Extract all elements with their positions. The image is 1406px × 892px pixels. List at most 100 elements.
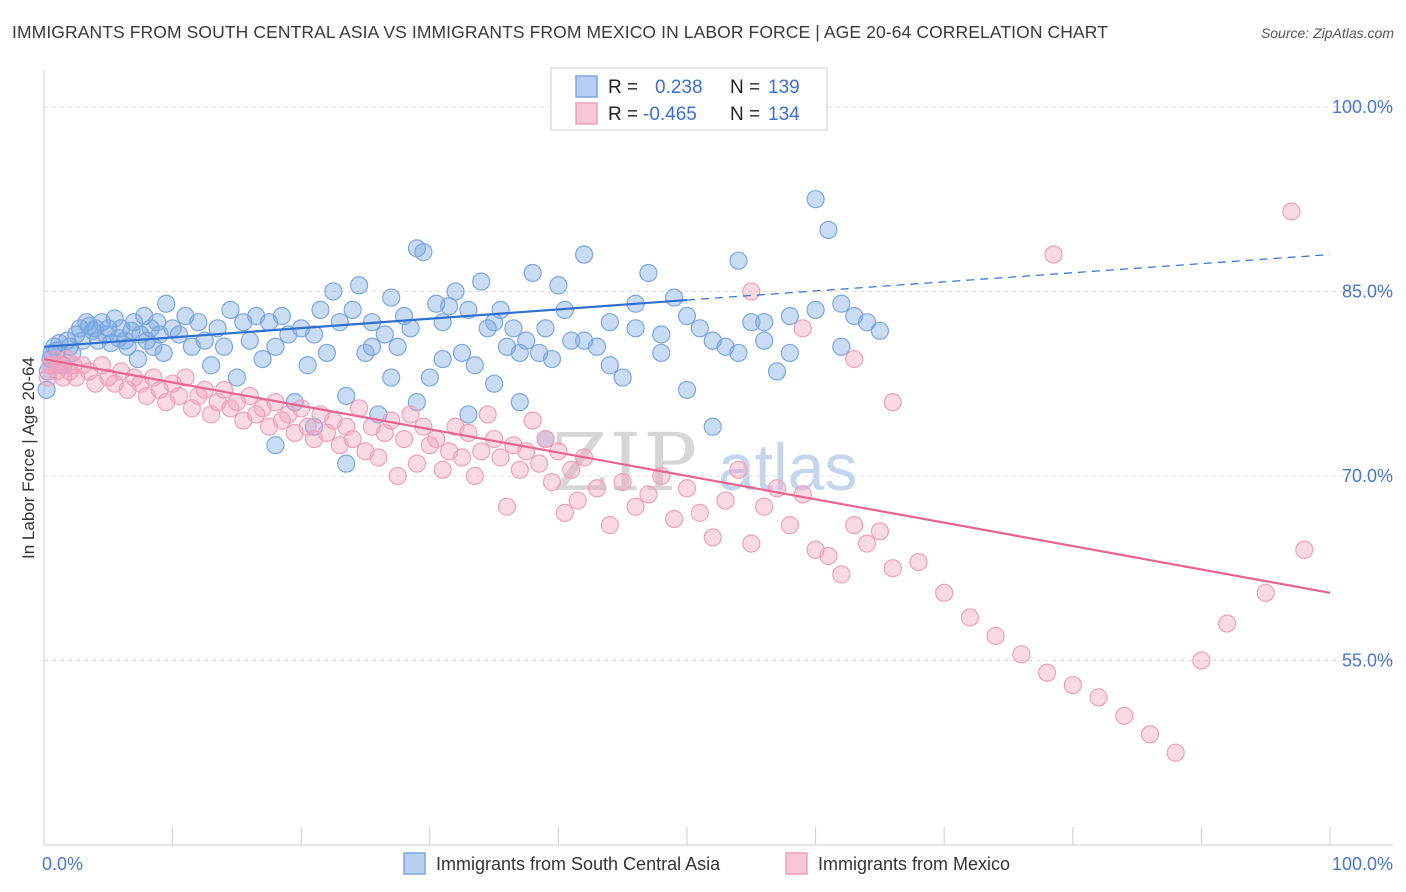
point-mexico (555, 503, 574, 522)
point-mexico (780, 516, 799, 535)
point-south-central-asia (382, 368, 401, 387)
point-south-central-asia (504, 319, 523, 338)
point-mexico (845, 516, 864, 535)
point-mexico (1037, 663, 1057, 682)
point-mexico (742, 534, 761, 553)
point-mexico (169, 386, 189, 406)
point-south-central-asia (382, 288, 401, 307)
point-mexico (665, 509, 684, 529)
point-south-central-asia (562, 331, 581, 350)
point-south-central-asia (157, 294, 176, 313)
point-mexico (369, 448, 388, 467)
trend-line-south-central-asia-extension (686, 253, 1331, 301)
bottom-legend-swatch-south-central-asia (403, 852, 426, 875)
point-mexico (407, 454, 427, 473)
point-mexico (690, 503, 709, 522)
point-mexico (542, 473, 562, 492)
point-south-central-asia (819, 220, 838, 240)
legend-r-label-2: R = (608, 104, 638, 125)
legend-r-value-2: -0.465 (643, 104, 697, 125)
point-mexico (613, 473, 632, 492)
point-mexico (497, 497, 517, 516)
point-mexico (394, 429, 414, 449)
trend-lines (43, 253, 1331, 594)
point-south-central-asia (780, 343, 799, 363)
point-south-central-asia (330, 313, 349, 332)
point-mexico (793, 319, 812, 338)
point-mexico (845, 349, 864, 369)
point-mexico (909, 552, 928, 572)
point-south-central-asia (240, 331, 259, 350)
y-tick-label: 100.0% (1332, 97, 1393, 117)
x-tick-label-max: 100.0% (1332, 854, 1393, 874)
point-mexico (478, 405, 497, 424)
point-south-central-asia (227, 368, 246, 387)
point-south-central-asia (523, 263, 542, 283)
point-south-central-asia (510, 393, 529, 412)
legend-swatch-south-central-asia (575, 75, 598, 98)
point-south-central-asia (832, 337, 851, 356)
point-mexico (677, 479, 697, 498)
point-south-central-asia (690, 319, 709, 338)
point-mexico (1218, 614, 1237, 633)
legend-r-value-1: 0.238 (655, 77, 703, 98)
point-mexico (1012, 645, 1031, 664)
point-mexico (1166, 743, 1185, 762)
point-mexico (755, 497, 774, 516)
point-south-central-asia (472, 272, 491, 291)
point-mexico (433, 460, 452, 479)
point-mexico (1282, 202, 1301, 221)
point-south-central-asia (311, 300, 330, 319)
point-south-central-asia (266, 337, 285, 356)
y-axis-label: In Labor Force | Age 20-64 (19, 357, 38, 559)
point-south-central-asia (221, 300, 240, 319)
point-south-central-asia (465, 356, 484, 375)
point-south-central-asia (128, 349, 147, 369)
point-mexico (716, 491, 735, 510)
point-south-central-asia (677, 306, 697, 326)
point-south-central-asia (549, 276, 568, 295)
point-mexico (176, 368, 195, 387)
point-mexico (729, 460, 748, 479)
point-mexico (857, 534, 877, 553)
point-south-central-asia (542, 349, 562, 369)
point-mexico (536, 429, 555, 449)
source-label: Source: ZipAtlas.com (1260, 25, 1394, 41)
legend-n-value-2: 134 (768, 104, 800, 125)
point-south-central-asia (832, 294, 851, 313)
point-south-central-asia (665, 288, 684, 307)
point-south-central-asia (510, 343, 529, 363)
point-mexico (472, 442, 491, 461)
point-south-central-asia (401, 319, 420, 338)
point-south-central-asia (575, 331, 594, 350)
point-south-central-asia (767, 362, 787, 381)
point-mexico (452, 448, 472, 467)
bottom-legend: Immigrants from South Central Asia Immig… (403, 852, 1010, 875)
point-south-central-asia (433, 313, 452, 332)
point-south-central-asia (459, 405, 478, 424)
point-south-central-asia (189, 313, 208, 332)
point-south-central-asia (600, 356, 619, 375)
point-mexico (883, 559, 902, 578)
point-south-central-asia (870, 321, 890, 340)
point-mexico (935, 583, 954, 602)
point-south-central-asia (304, 325, 324, 344)
point-south-central-asia (755, 331, 774, 350)
point-mexico (587, 479, 607, 498)
bottom-legend-swatch-mexico (785, 852, 808, 875)
point-mexico (1115, 706, 1134, 725)
point-mexico (568, 491, 587, 510)
legend-r-label-1: R = (608, 77, 638, 98)
point-mexico (292, 399, 311, 418)
bottom-legend-label-mexico: Immigrants from Mexico (818, 854, 1010, 874)
point-mexico (703, 528, 722, 547)
point-mexico (1140, 725, 1160, 744)
point-south-central-asia (703, 417, 722, 436)
y-tick-labels: 100.0% 85.0% 70.0% 55.0% (1332, 97, 1393, 671)
point-mexico (986, 626, 1005, 645)
point-south-central-asia (388, 337, 407, 356)
point-mexico (960, 608, 980, 627)
watermark-atlas: atlas (718, 430, 857, 504)
point-south-central-asia (202, 356, 221, 375)
